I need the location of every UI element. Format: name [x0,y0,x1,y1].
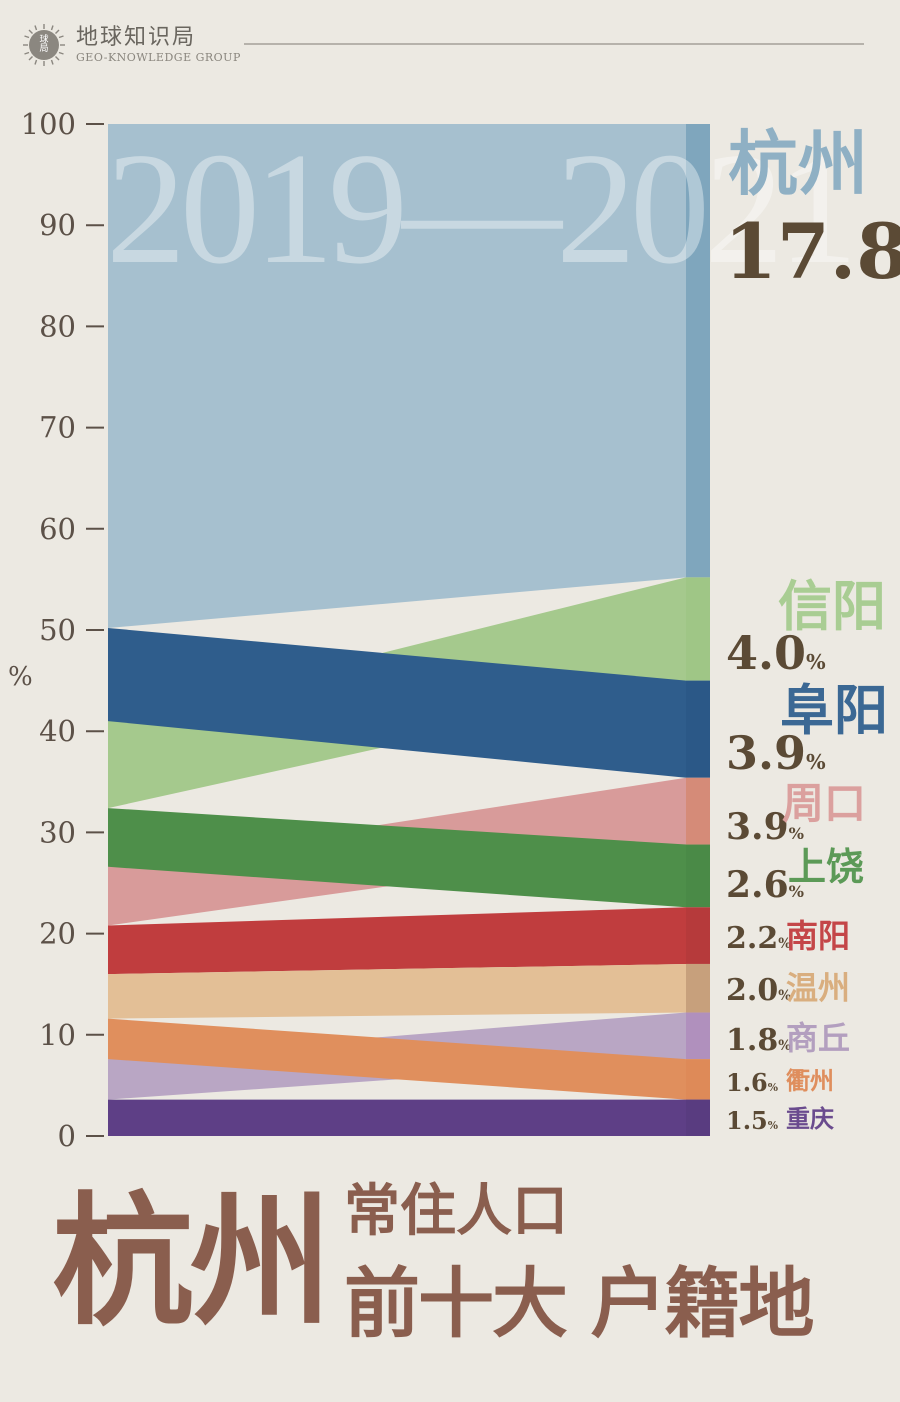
city-label-8: 衢州 [786,1067,834,1095]
value-label-4: 2.6% [726,864,805,912]
value-number-5: 2.2 [726,921,779,956]
city-label-7: 商丘 [786,1019,851,1057]
y-tick-label-5: 50 [39,613,76,647]
value-label-1: 4.0% [726,628,826,688]
city-label-0: 杭州 [728,123,868,205]
band-5 [108,907,686,975]
value-number-4: 2.6 [726,864,789,906]
end-bar-0 [686,124,710,578]
city-label-2: 阜阳 [780,679,888,742]
value-number-0: 17.8 [724,207,900,296]
end-bar-4 [686,844,710,908]
value-unit-8: % [767,1081,779,1094]
y-tick-label-6: 60 [39,512,76,546]
city-label-5: 南阳 [786,917,851,955]
end-bar-6 [686,963,710,1013]
brand-logo-icon: 球 局 [22,23,66,67]
band-2 [108,627,686,778]
value-label-3: 3.9% [726,806,805,854]
value-number-2: 3.9 [726,726,807,780]
header-divider [244,43,864,45]
value-unit-1: % [806,650,826,674]
y-tick-label-9: 90 [39,208,76,242]
end-bar-2 [686,680,710,778]
band-8 [108,1018,686,1100]
end-bar-8 [686,1059,710,1100]
end-bar-3 [686,777,710,845]
city-label-1: 信阳 [778,575,886,638]
end-bars [686,124,710,1136]
value-number-6: 2.0 [726,973,779,1008]
y-tick-label-4: 40 [39,714,76,748]
y-axis-label: % [8,662,33,692]
city-label-9: 重庆 [786,1105,834,1133]
value-label-5: 2.2% [726,922,791,961]
end-bar-7 [686,1012,710,1060]
value-unit-3: % [788,824,805,843]
value-label-8: 1.6% [726,1068,779,1101]
band-9 [108,1099,686,1136]
value-label-9: 1.5% [726,1106,779,1139]
value-unit-6: % [778,988,792,1004]
end-bar-5 [686,907,710,964]
value-unit-4: % [788,882,805,901]
value-unit-2: % [806,750,826,774]
value-unit-5: % [778,936,792,952]
y-axis: 0 10 20 30 40 50 60 70 80 90 100 [21,107,104,1153]
value-unit-7: % [778,1038,792,1054]
end-bar-9 [686,1099,710,1136]
y-tick-label-2: 20 [39,917,76,951]
brand-logo-text-top: 球 [39,35,49,45]
band-0 [108,124,686,628]
brand-logo-text-bottom: 局 [39,44,49,54]
y-tick-label-8: 80 [39,309,76,343]
value-number-8: 1.6 [726,1068,768,1097]
page-title: 杭州 [52,1180,332,1345]
band-4 [108,808,686,908]
city-label-3: 周口 [782,779,867,828]
bands [108,124,686,1136]
value-number-9: 1.5 [726,1106,768,1135]
value-label-6: 2.0% [726,974,791,1013]
page-subtitle-line2: 前十大 户籍地 [344,1259,814,1348]
value-label-2: 3.9% [726,728,826,788]
value-number-7: 1.8 [726,1023,779,1058]
brand: 球 局 地球知识局 GEO-KNOWLEDGE GROUP [22,22,241,68]
value-unit-9: % [767,1119,779,1132]
band-6 [108,963,686,1019]
city-label-4: 上饶 [788,845,865,889]
year-range-watermark: 2019—2021 [106,119,858,297]
y-tick-label-7: 70 [39,411,76,445]
brand-english-name: GEO-KNOWLEDGE GROUP [76,51,241,64]
brand-name: 地球知识局 [76,25,197,50]
value-number-1: 4.0 [726,626,807,680]
value-label-0: 17.8% [724,210,900,310]
value-number-3: 3.9 [726,806,789,848]
value-label-7: 1.8% [726,1024,791,1063]
y-tick-label-10: 100 [21,107,76,141]
y-tick-label-3: 30 [39,815,76,849]
city-label-6: 温州 [786,969,851,1007]
y-tick-label-0: 0 [58,1119,76,1153]
end-bar-1 [686,577,710,681]
page-subtitle-line1: 常住人口 [344,1179,568,1244]
y-tick-label-1: 10 [39,1018,76,1052]
